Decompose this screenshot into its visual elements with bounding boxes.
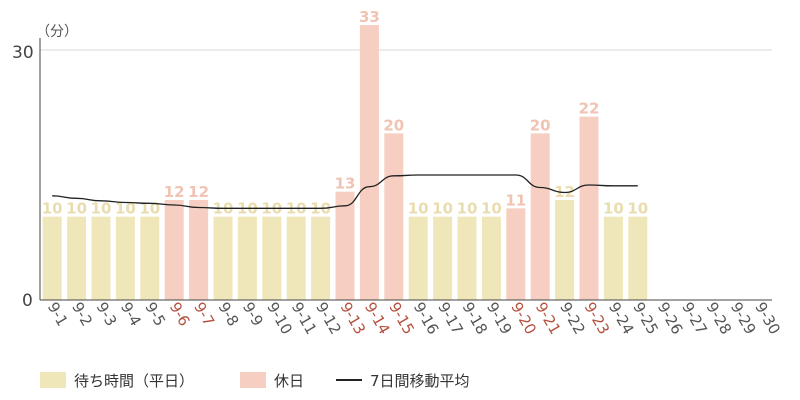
x-tick-label: 9-30 — [751, 299, 784, 337]
x-tick-labels-layer: 9-19-29-39-49-59-69-79-89-99-109-119-129… — [44, 299, 784, 337]
x-tick-label: 9-26 — [654, 299, 687, 337]
data-label: 10 — [42, 200, 63, 218]
bar — [481, 216, 501, 300]
x-tick-label: 9-12 — [312, 299, 345, 337]
data-label: 10 — [481, 200, 502, 218]
bar — [628, 216, 648, 300]
x-tick-label: 9-19 — [483, 299, 516, 337]
x-tick-label: 9-3 — [93, 299, 121, 329]
data-label: 10 — [66, 200, 87, 218]
bar — [189, 200, 209, 300]
x-tick-label: 9-21 — [532, 299, 565, 337]
bar — [335, 191, 355, 300]
moving-average-layer — [52, 174, 638, 209]
x-tick-label: 9-15 — [385, 299, 418, 337]
legend-item-moving-average: 7日間移動平均 — [336, 366, 470, 394]
legend-swatch-weekday — [40, 372, 66, 388]
x-tick-label: 9-24 — [605, 299, 638, 337]
bar — [164, 200, 184, 300]
data-label: 10 — [627, 200, 648, 218]
legend-item-weekday: 待ち時間（平日） — [40, 366, 194, 394]
bar — [311, 216, 331, 300]
data-label: 20 — [530, 116, 551, 134]
legend-label-holiday: 休日 — [274, 371, 305, 390]
bar — [286, 216, 306, 300]
x-tick-label: 9-17 — [434, 299, 467, 337]
bar — [433, 216, 453, 300]
legend-label-weekday: 待ち時間（平日） — [74, 371, 195, 390]
x-tick-label: 9-25 — [629, 299, 662, 337]
data-label: 10 — [603, 200, 624, 218]
x-tick-label: 9-2 — [68, 299, 96, 329]
x-tick-label: 9-10 — [263, 299, 296, 337]
x-tick-label: 9-7 — [190, 299, 218, 329]
x-tick-label: 9-27 — [678, 299, 711, 337]
data-label: 10 — [457, 200, 478, 218]
bar — [115, 216, 135, 300]
bar — [457, 216, 477, 300]
legend-swatch-holiday — [240, 372, 266, 388]
bar — [213, 216, 233, 300]
data-label: 20 — [383, 116, 404, 134]
data-label: 12 — [164, 183, 185, 201]
x-tick-label: 9-28 — [703, 299, 736, 337]
x-tick-label: 9-23 — [581, 299, 614, 337]
x-tick-label: 9-11 — [288, 299, 321, 337]
x-tick-label: 9-22 — [556, 299, 589, 337]
x-tick-label: 9-1 — [44, 299, 72, 329]
y-tick-label: 0 — [22, 291, 33, 311]
legend-swatch-moving-average — [336, 379, 362, 381]
x-tick-label: 9-29 — [727, 299, 760, 337]
bar — [555, 200, 575, 300]
x-tick-label: 9-14 — [361, 299, 394, 337]
bar — [506, 208, 526, 300]
x-tick-label: 9-9 — [239, 299, 267, 329]
y-tick-label: 30 — [12, 43, 34, 63]
bar — [408, 216, 428, 300]
bar — [384, 133, 404, 300]
x-tick-label: 9-5 — [141, 299, 169, 329]
data-label: 13 — [335, 175, 356, 193]
data-label: 33 — [359, 8, 380, 26]
x-tick-label: 9-6 — [166, 299, 194, 329]
bars-layer — [42, 25, 648, 301]
y-unit-label: （分） — [36, 24, 78, 40]
data-label: 10 — [115, 200, 136, 218]
legend-item-holiday: 休日 — [240, 366, 304, 394]
data-label: 12 — [188, 183, 209, 201]
bar — [237, 216, 257, 300]
bar — [579, 116, 599, 301]
data-label: 10 — [408, 200, 429, 218]
x-tick-label: 9-13 — [337, 299, 370, 337]
bar — [42, 216, 62, 300]
x-tick-label: 9-18 — [459, 299, 492, 337]
data-label: 10 — [91, 200, 112, 218]
bar — [67, 216, 87, 300]
x-tick-label: 9-16 — [410, 299, 443, 337]
data-label: 10 — [432, 200, 453, 218]
x-tick-label: 9-20 — [507, 299, 540, 337]
data-label: 10 — [139, 200, 160, 218]
bar — [359, 25, 379, 300]
bar — [140, 216, 160, 300]
x-tick-label: 9-8 — [215, 299, 243, 329]
x-tick-label: 9-4 — [117, 299, 145, 329]
legend-label-moving-average: 7日間移動平均 — [370, 371, 470, 390]
axis-layer — [39, 38, 772, 301]
legend: 待ち時間（平日） 休日 7日間移動平均 — [0, 366, 800, 394]
data-label: 22 — [579, 100, 600, 118]
bar — [91, 216, 111, 300]
moving-average-line — [52, 174, 638, 209]
bar — [262, 216, 282, 300]
data-label: 11 — [505, 191, 526, 209]
bar — [530, 133, 550, 300]
bar — [603, 216, 623, 300]
